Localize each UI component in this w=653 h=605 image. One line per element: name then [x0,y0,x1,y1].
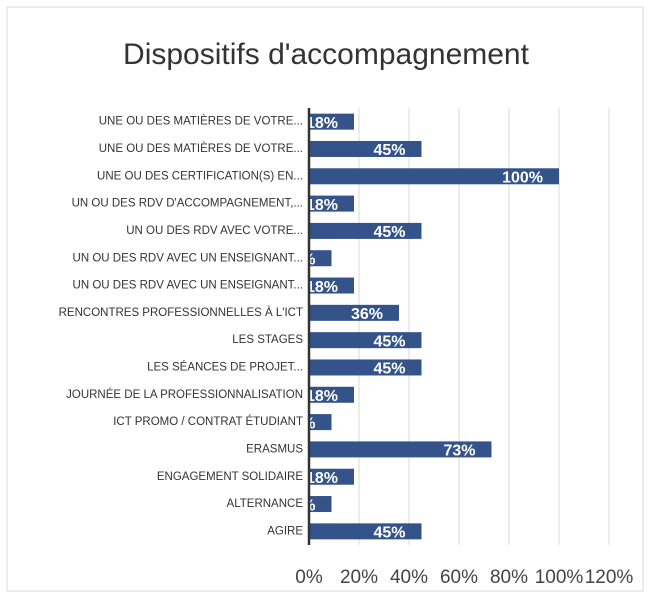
y-tick-label: ICT PROMO / CONTRAT ÉTUDIANT [113,415,303,428]
y-tick-label: UN OU DES RDV AVEC UN ENSEIGNANT... [73,280,303,292]
x-tick-label: 120% [585,567,634,588]
y-tick-label: LES STAGES [232,334,303,346]
bar [309,359,422,376]
y-tick-label: UNE OU DES MATIÈRES DE VOTRE... [99,115,303,128]
bar [309,304,399,321]
bar [309,113,354,130]
x-tick-label: 60% [440,567,478,588]
data-label: 18% [306,197,338,214]
bar [309,222,422,239]
data-label: 9% [292,251,315,268]
x-tick-label: 40% [390,567,428,588]
bar [309,140,422,157]
bar [309,332,422,349]
bar [309,250,332,267]
y-tick-label: AGIRE [267,525,303,537]
x-tick-label: 100% [535,567,584,588]
data-label: 18% [306,388,338,405]
data-label: 45% [373,224,405,241]
bar [309,441,492,458]
data-label: 100% [502,170,543,187]
y-tick-label: UN OU DES RDV D'ACCOMPAGNEMENT,... [72,198,303,210]
y-tick-label: UN OU DES RDV AVEC UN ENSEIGNANT... [73,252,303,264]
data-label: 18% [306,470,338,487]
x-tick-label: 20% [340,567,378,588]
y-tick-label: UNE OU DES MATIÈRES DE VOTRE... [99,142,303,155]
y-tick-label: ENGAGEMENT SOLIDAIRE [157,471,303,483]
chart-title: Dispositifs d'accompagnement [123,38,530,71]
bar [309,386,354,403]
data-label: 45% [373,361,405,378]
y-tick-label: ALTERNANCE [227,498,304,510]
data-label: 73% [443,443,475,460]
bar [309,168,559,185]
bar [309,414,332,431]
x-tick-label: 80% [490,567,528,588]
y-tick-label: ERASMUS [246,443,303,455]
x-tick-label: 0% [295,567,323,588]
data-label: 45% [373,142,405,159]
data-label: 18% [306,279,338,296]
bar [309,468,354,485]
y-tick-label: UNE OU DES CERTIFICATION(S) EN... [97,170,303,182]
chart-frame [6,6,644,592]
y-tick-label: JOURNÉE DE LA PROFESSIONNALISATION [66,388,303,401]
bar [309,523,422,540]
data-label: 45% [373,525,405,542]
y-tick-label: LES SÉANCES DE PROJET... [147,361,303,374]
bar [309,195,354,212]
bar [309,496,332,513]
data-label: 9% [292,415,315,432]
data-label: 45% [373,333,405,350]
y-tick-label: UN OU DES RDV AVEC VOTRE... [126,225,303,237]
bar [309,277,354,294]
y-tick-label: RENCONTRES PROFESSIONNELLES À L'ICT [59,306,303,319]
data-label: 18% [306,115,338,132]
data-label: 9% [292,497,315,514]
data-label: 36% [351,306,383,323]
